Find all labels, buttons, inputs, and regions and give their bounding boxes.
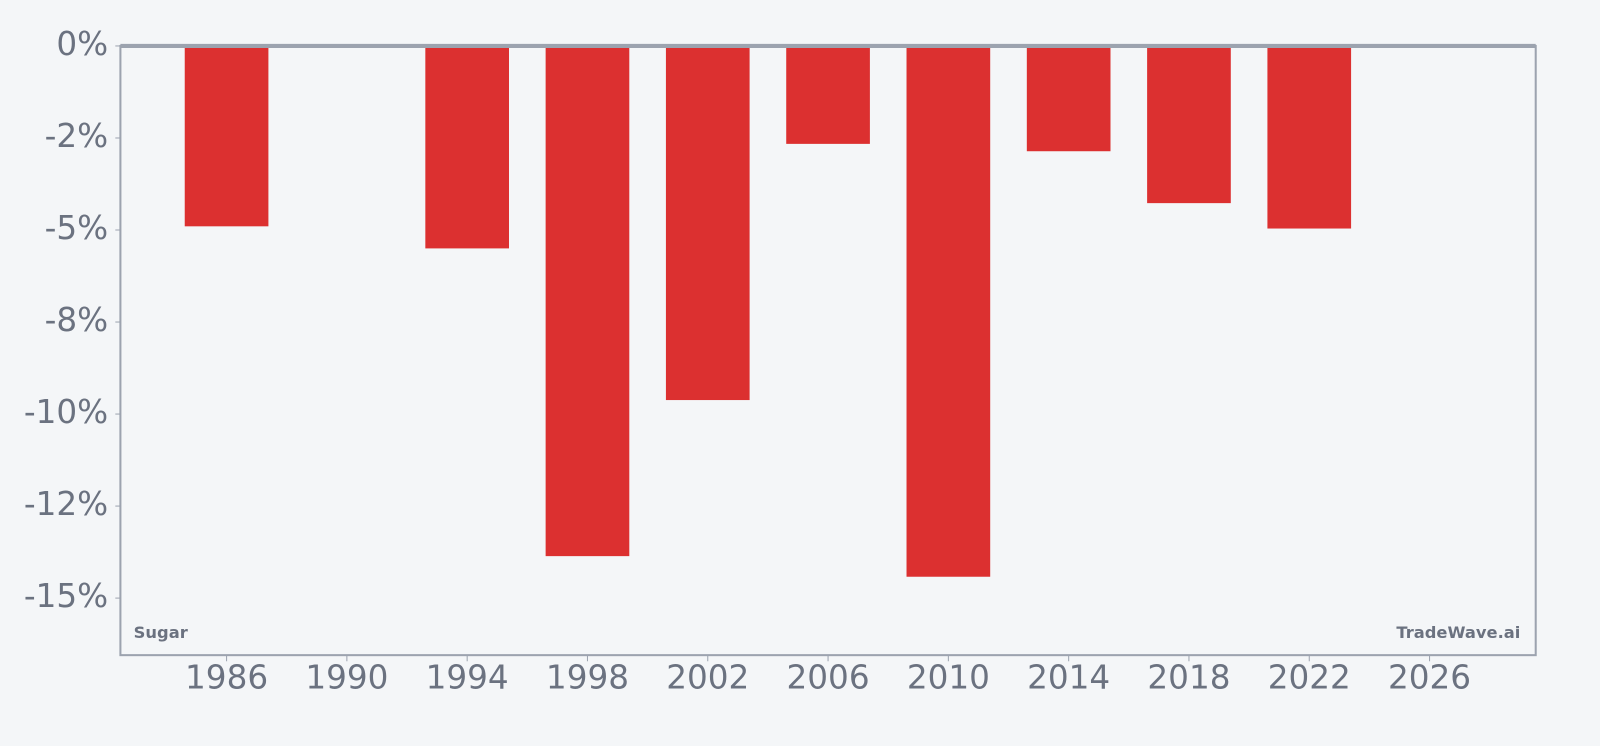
bar [665, 45, 750, 401]
x-tick-label: 2010 [907, 659, 990, 697]
y-tick-label: -10% [24, 393, 108, 431]
x-tick-label: 2006 [787, 659, 870, 697]
y-tick-label: 0% [56, 25, 108, 63]
x-tick-label: 2022 [1268, 659, 1351, 697]
y-tick-label: -5% [45, 209, 109, 247]
bar [786, 45, 870, 144]
x-tick-label: 2014 [1027, 659, 1110, 697]
bar [184, 45, 269, 227]
x-tick-label: 1994 [426, 659, 509, 697]
bar [1267, 45, 1352, 229]
bar [1147, 45, 1231, 204]
x-tick-label: 2018 [1147, 659, 1230, 697]
x-tick-label: 1998 [546, 659, 629, 697]
x-tick-label: 1990 [305, 659, 388, 697]
y-tick-label: -12% [24, 485, 108, 523]
x-tick-label: 1986 [185, 659, 268, 697]
bar [906, 45, 991, 577]
bar [545, 45, 630, 557]
x-tick-label: 2002 [666, 659, 749, 697]
bar [1026, 45, 1111, 152]
y-tick-label: -8% [45, 301, 109, 339]
y-tick-label: -15% [24, 577, 108, 615]
x-tick-label: 2026 [1388, 659, 1471, 697]
y-tick-label: -2% [45, 117, 109, 155]
asset-label: Sugar [134, 623, 188, 642]
bar [425, 45, 510, 249]
watermark: TradeWave.ai [1396, 623, 1520, 642]
